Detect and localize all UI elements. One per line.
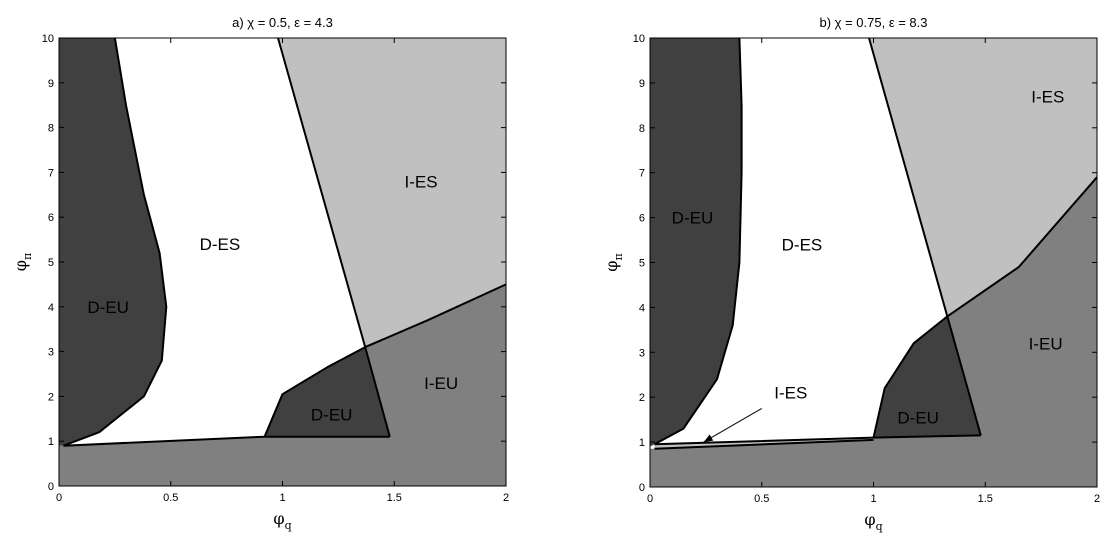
- x-axis-subscript: q: [285, 519, 292, 532]
- x-axis-symbol: φ: [864, 510, 875, 529]
- y-axis-subscript: π: [21, 253, 34, 260]
- x-axis-label: φq: [864, 510, 882, 533]
- chart-panel-b: 0 0.5 1 1.5 2 0 1 2 3 4 5 6 7 8 9 10 b) χ = 0.75, ε = 8.…: [602, 15, 1100, 533]
- boundary-line-3: [263, 283, 507, 438]
- y-tick-label: 4: [48, 302, 54, 314]
- x-tick-label: 0.5: [754, 493, 769, 505]
- x-tick-label: 0.5: [163, 492, 178, 504]
- region-i-es-1: [869, 38, 1097, 317]
- x-axis-label: φq: [273, 509, 291, 532]
- x-tick-label: 2: [1094, 493, 1100, 505]
- y-tick-label: 9: [48, 78, 54, 90]
- y-axis-subscript: π: [612, 253, 625, 260]
- region-label-d-eu: D-EU: [672, 209, 714, 228]
- y-tick-label: 1: [48, 436, 54, 448]
- region-label-d-eu: D-EU: [311, 405, 353, 424]
- y-axis-label: φπ: [602, 253, 625, 271]
- y-tick-label: 10: [42, 33, 54, 45]
- x-tick-label: 1: [279, 492, 285, 504]
- x-tick-label: 1: [870, 493, 876, 505]
- boundary-line-0: [63, 37, 168, 447]
- x-axis-subscript: q: [876, 520, 883, 533]
- y-tick-label: 7: [48, 167, 54, 179]
- region-d-eu-3: [59, 38, 167, 446]
- region-label-i-eu: I-EU: [424, 374, 458, 393]
- y-tick-label: 4: [639, 302, 645, 314]
- y-axis-label: φπ: [11, 253, 34, 271]
- region-d-eu-4: [650, 38, 742, 447]
- region-d-es-2: [63, 38, 366, 446]
- region-label-d-es: D-ES: [782, 236, 823, 255]
- boundary-line-0: [654, 37, 743, 446]
- x-tick-label: 0: [647, 493, 653, 505]
- region-i-eu-0: [650, 177, 1097, 487]
- y-tick-label: 5: [639, 258, 645, 270]
- y-tick-label: 9: [639, 78, 645, 90]
- boundary-line-3: [654, 438, 874, 450]
- region-label-d-es: D-ES: [200, 235, 241, 254]
- x-tick-label: 1.5: [978, 493, 993, 505]
- x-tick-label: 0: [56, 492, 62, 504]
- y-tick-label: 1: [639, 437, 645, 449]
- chart-panel-a: 0 0.5 1 1.5 2 0 1 2 3 4 5 6 7 8 9 10 a) χ = 0.5, ε = 4.3…: [11, 15, 509, 532]
- y-tick-label: 3: [639, 347, 645, 359]
- region-label-i-es: I-ES: [1031, 87, 1064, 106]
- region-d-eu-4: [264, 347, 390, 437]
- region-label-i-es: I-ES: [774, 384, 807, 403]
- y-tick-label: 8: [639, 123, 645, 135]
- chart-title: b) χ = 0.75, ε = 8.3: [819, 15, 927, 30]
- y-tick-label: 3: [48, 347, 54, 359]
- y-axis-symbol: φ: [11, 260, 30, 271]
- region-label-d-eu: D-EU: [87, 298, 129, 317]
- region-label-i-eu: I-EU: [1029, 334, 1063, 353]
- y-tick-label: 6: [48, 212, 54, 224]
- y-tick-label: 10: [633, 33, 645, 45]
- y-tick-label: 0: [48, 481, 54, 493]
- chart-title: a) χ = 0.5, ε = 4.3: [232, 15, 333, 30]
- region-i-es-1: [278, 38, 506, 348]
- x-axis-symbol: φ: [273, 509, 284, 528]
- annotation-arrow-line: [703, 407, 763, 443]
- x-tick-label: 2: [503, 492, 509, 504]
- y-tick-label: 2: [639, 392, 645, 404]
- y-tick-label: 5: [48, 257, 54, 269]
- y-tick-label: 8: [48, 123, 54, 135]
- region-label-i-es: I-ES: [405, 172, 438, 191]
- annotation-arrow-head: [703, 434, 714, 443]
- boundary-line-4: [872, 176, 1098, 438]
- y-tick-label: 6: [639, 213, 645, 225]
- y-tick-label: 7: [639, 168, 645, 180]
- region-label-d-eu: D-EU: [897, 408, 939, 427]
- y-tick-label: 0: [639, 482, 645, 494]
- x-tick-label: 1.5: [387, 492, 402, 504]
- y-tick-label: 2: [48, 391, 54, 403]
- region-d-eu-5: [873, 316, 981, 438]
- y-axis-symbol: φ: [602, 261, 621, 272]
